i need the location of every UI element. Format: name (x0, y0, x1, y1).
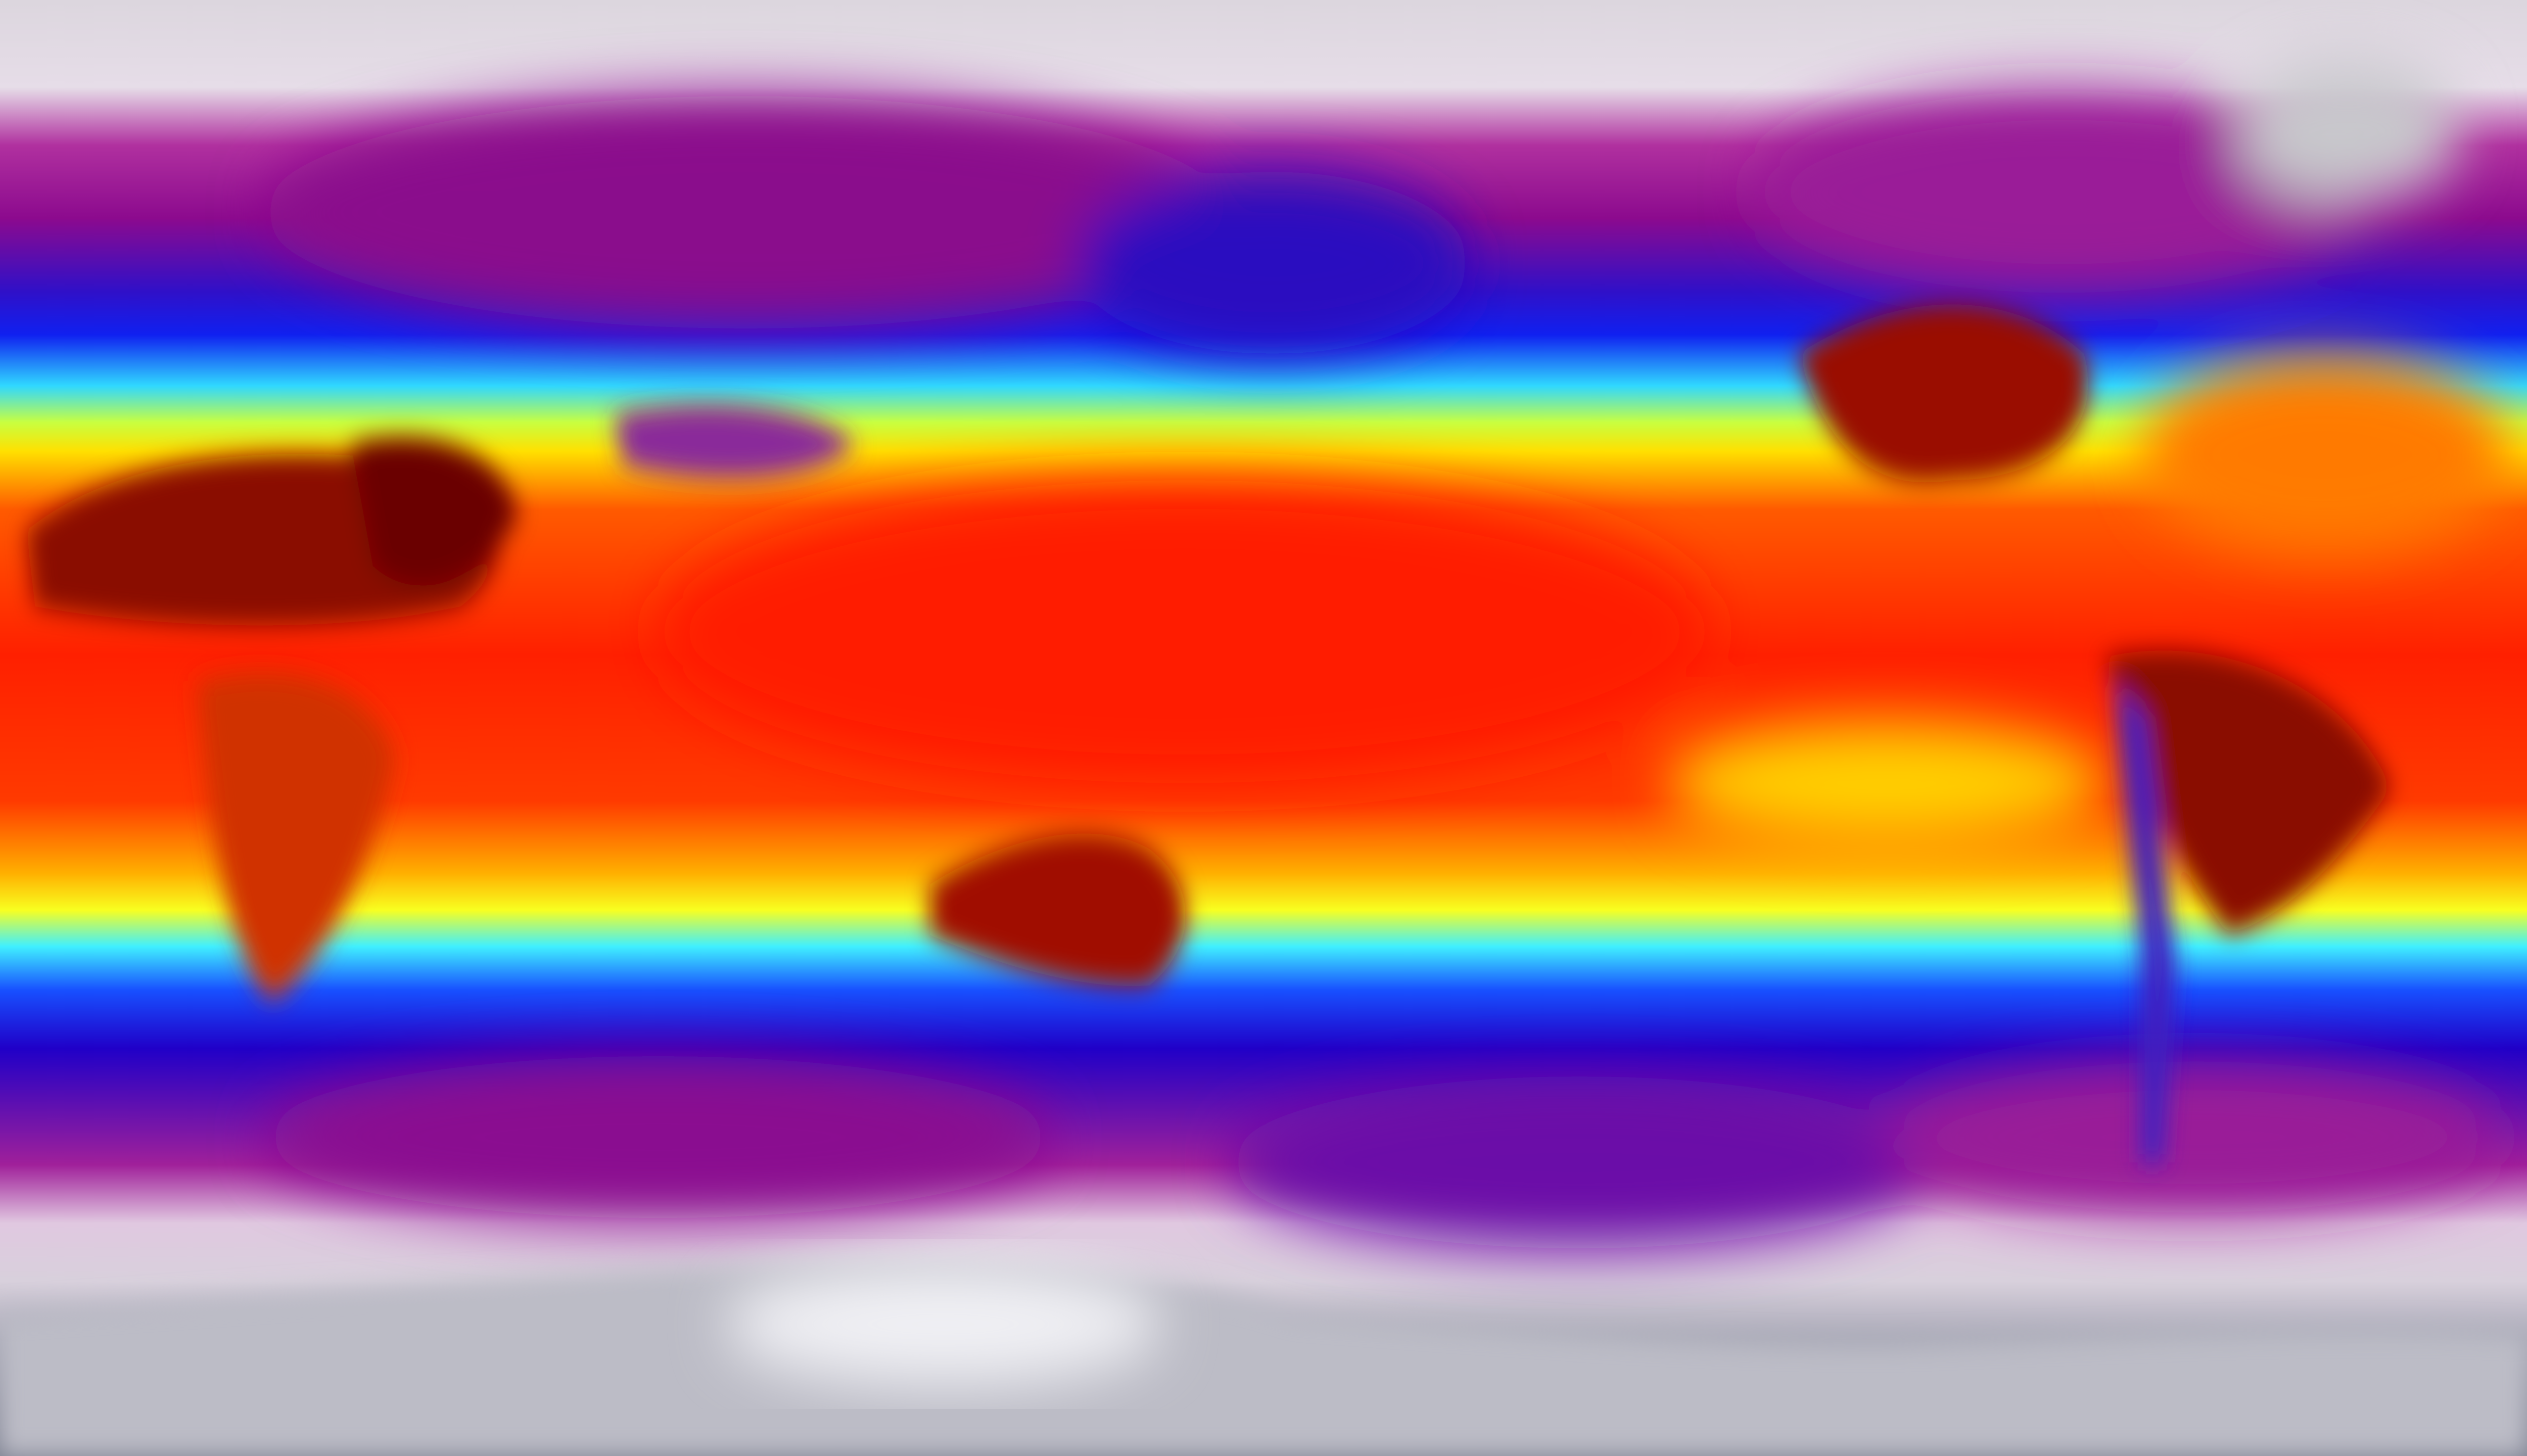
east-pacific-cool-tongue (1667, 723, 2106, 844)
land-hotspots (26, 304, 2391, 1162)
pacific-warm-pool (658, 480, 1711, 783)
australia-hotspot (930, 833, 1186, 987)
southern-ocean-indian (263, 1056, 1053, 1218)
arabia-hotspot (351, 437, 518, 586)
tibet-cold-region (614, 404, 856, 479)
andes-cold-strip (2115, 682, 2176, 1162)
south-america-hotspot (2105, 650, 2391, 935)
north-atlantic-warm (2141, 354, 2510, 556)
southern-africa (197, 673, 395, 1001)
southern-ocean-atlantic (1886, 1061, 2501, 1213)
north-america-hotspot (1799, 304, 2088, 483)
antarctica-bright-plateau (724, 1263, 1163, 1385)
eurasia-cold-region (263, 96, 1229, 328)
regional-variation (263, 61, 2510, 1248)
siberia-cold-region (1074, 172, 1470, 354)
greenland-ice (2233, 61, 2461, 202)
southern-ocean-pacific (1228, 1076, 1931, 1248)
antarctica-ice (0, 1260, 2527, 1456)
north-america-cold-region (1755, 91, 2369, 293)
